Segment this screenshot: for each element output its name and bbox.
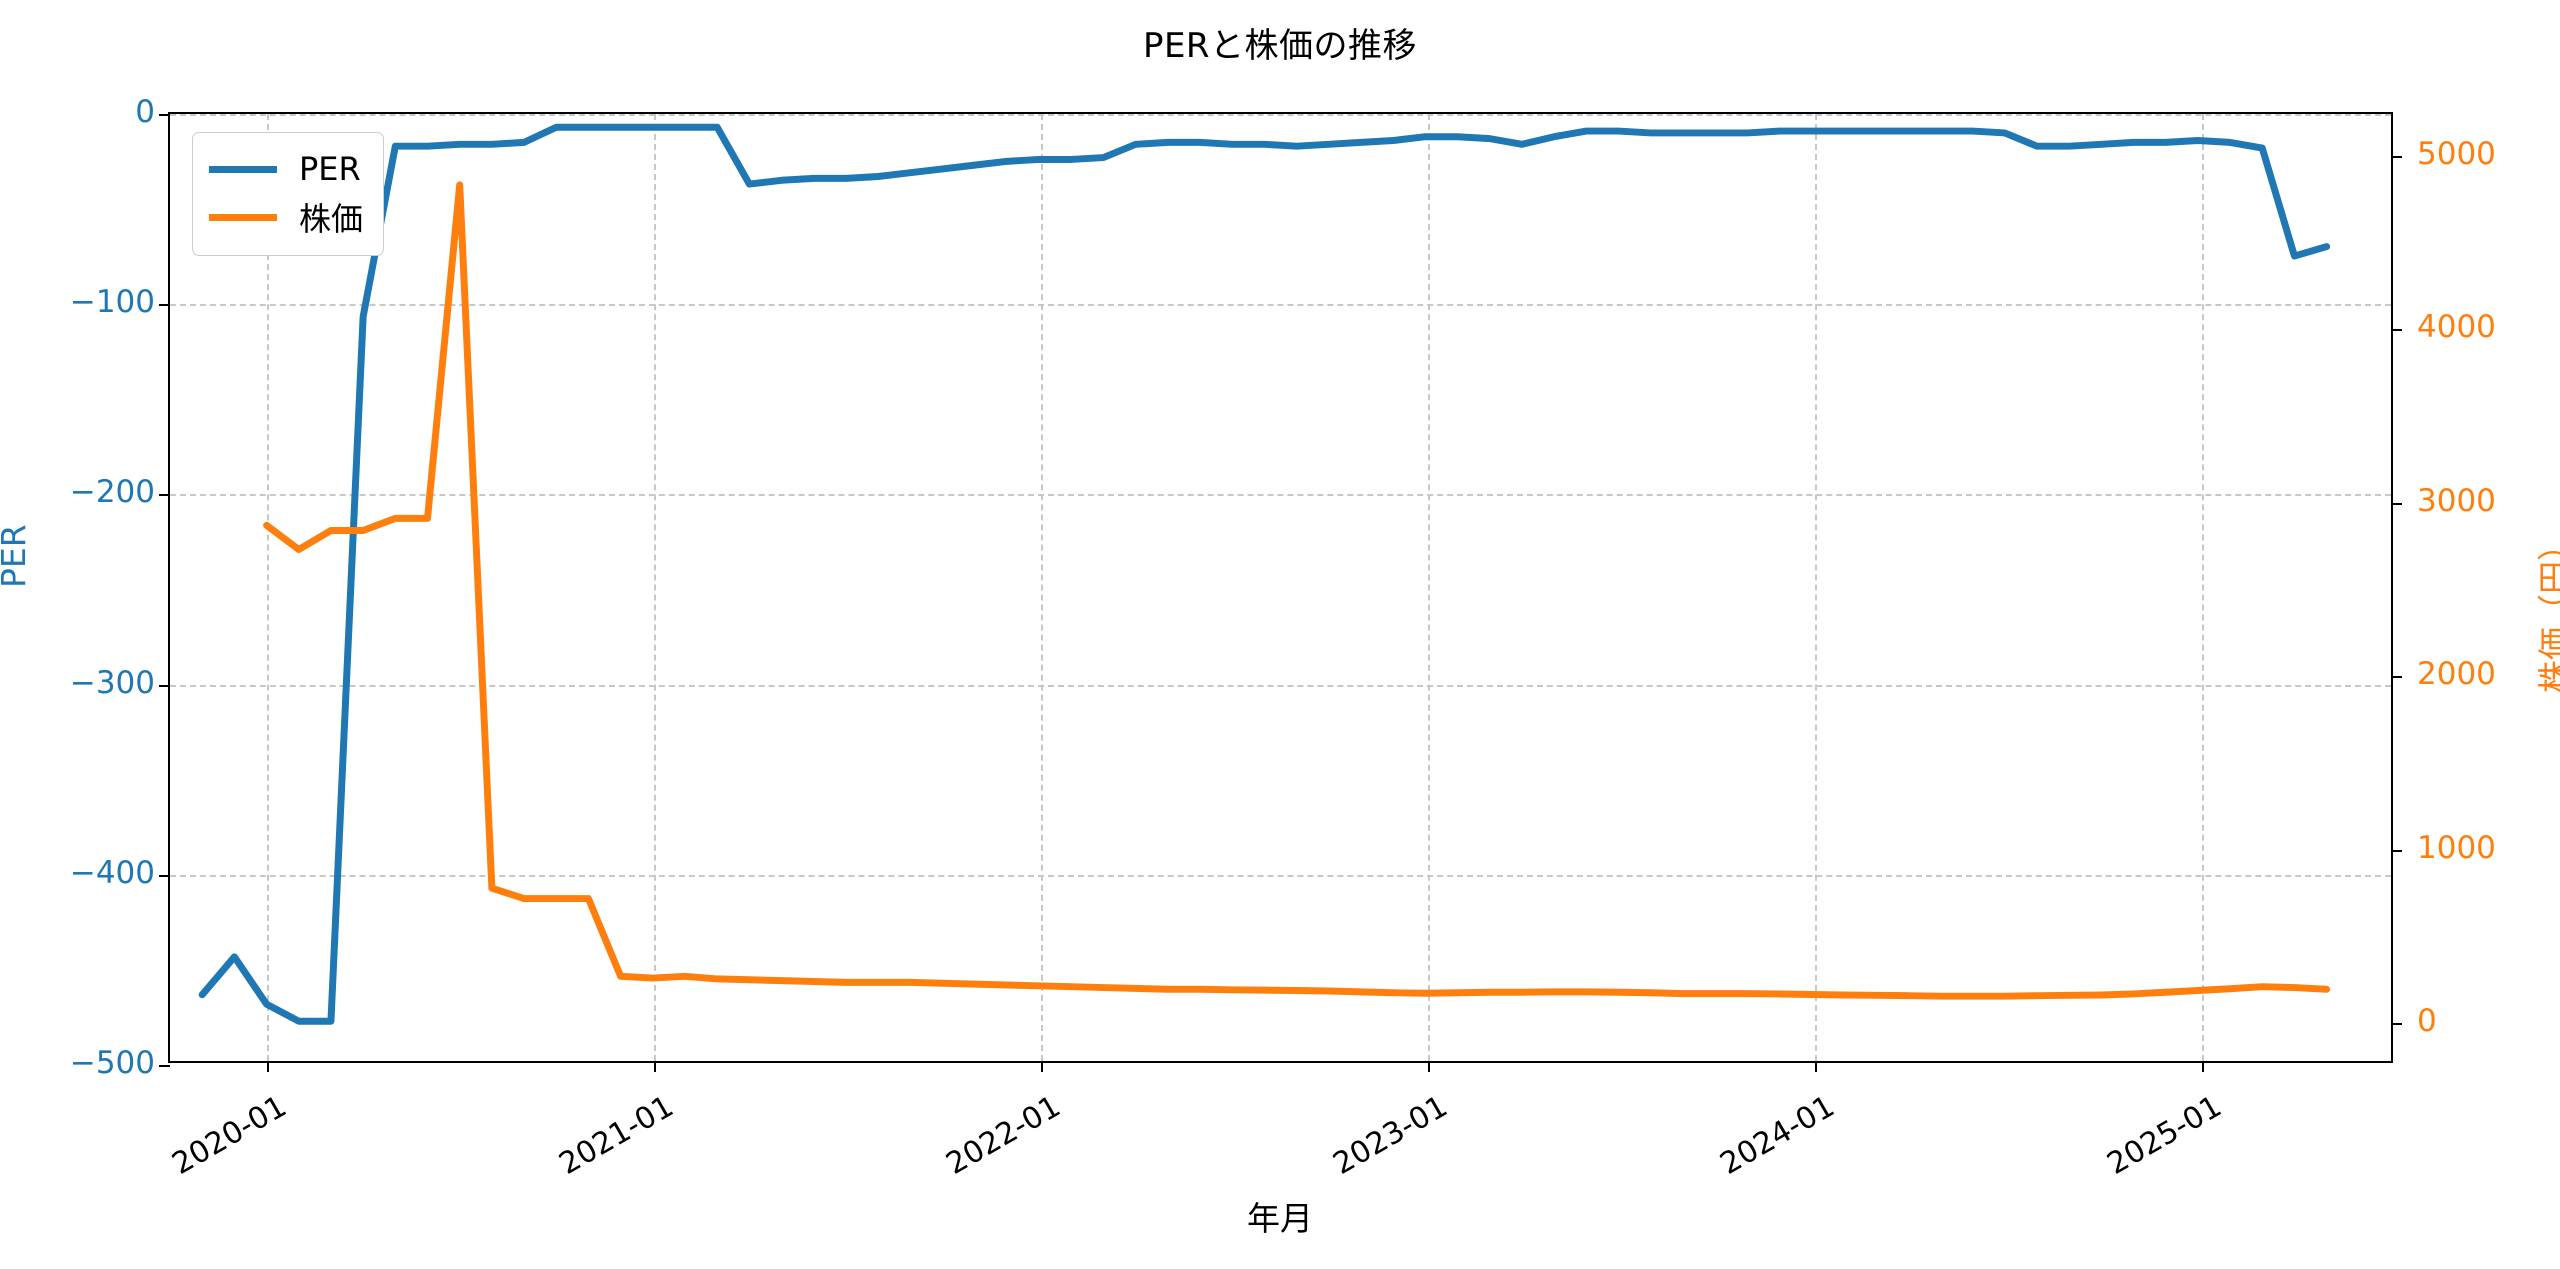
legend-item-per: PER: [209, 145, 363, 193]
y-axis-left-title: PER: [0, 524, 33, 588]
legend-swatch-per: [209, 165, 277, 173]
plot-area: PER 株価: [159, 112, 2402, 1072]
y-tick-label-left: −400: [69, 854, 155, 891]
y-tick-mark-left: [159, 114, 170, 116]
y-tick-label-left: −200: [69, 474, 155, 511]
series-line-stock: [263, 181, 2331, 1000]
plot-inner: [170, 114, 2391, 1061]
x-tick-mark: [653, 1061, 656, 1072]
x-tick-label: 2021-01: [553, 1089, 680, 1182]
x-tick-mark: [1814, 1061, 1817, 1072]
legend-item-stock: 株価: [209, 193, 363, 241]
y-tick-mark-left: [159, 1065, 170, 1067]
x-tick-label: 2024-01: [1713, 1089, 1841, 1182]
y-tick-mark-right: [2391, 849, 2402, 852]
y-tick-mark-left: [159, 874, 170, 877]
page-title: PERと株価の推移: [1142, 26, 1418, 66]
x-tick-label: 2022-01: [940, 1089, 1067, 1182]
x-tick-label: 2025-01: [2100, 1089, 2228, 1182]
series-line-per: [198, 123, 2331, 1025]
y-tick-label-right: 2000: [2417, 656, 2496, 693]
y-tick-label-right: 3000: [2417, 482, 2496, 519]
y-tick-mark-left: [159, 494, 170, 497]
y-tick-label-left: −500: [69, 1045, 155, 1081]
legend-swatch-stock: [209, 213, 277, 221]
y-tick-label-right: 0: [2417, 1003, 2437, 1040]
legend-label-stock: 株価: [299, 200, 364, 238]
y-tick-label-right: 1000: [2417, 829, 2496, 866]
series-layer: [198, 123, 2331, 1025]
y-tick-mark-right: [2391, 1023, 2402, 1026]
y-tick-mark-left: [159, 304, 170, 307]
x-tick-mark: [2201, 1061, 2204, 1072]
y-tick-label-right: 5000: [2417, 135, 2496, 172]
y-axis-right-title: 株価（円）: [2535, 528, 2560, 693]
x-tick-mark: [1427, 1061, 1430, 1072]
x-tick-label: 2020-01: [166, 1089, 293, 1182]
x-tick-label: 2023-01: [1327, 1089, 1454, 1182]
y-tick-mark-left: [159, 684, 170, 687]
legend-label-per: PER: [299, 150, 361, 188]
chart-legend: PER 株価: [192, 132, 385, 256]
y-tick-label-left: −100: [69, 284, 155, 321]
y-tick-label-right: 4000: [2417, 309, 2496, 346]
x-axis-title: 年月: [1247, 1199, 1313, 1238]
y-tick-mark-right: [2391, 155, 2402, 158]
y-tick-label-left: 0: [135, 94, 155, 130]
y-tick-label-left: −300: [69, 664, 155, 701]
y-tick-mark-right: [2391, 502, 2402, 505]
y-tick-mark-right: [2391, 329, 2402, 332]
x-tick-mark: [266, 1061, 269, 1072]
y-tick-mark-right: [2391, 676, 2402, 679]
x-tick-mark: [1040, 1061, 1043, 1072]
